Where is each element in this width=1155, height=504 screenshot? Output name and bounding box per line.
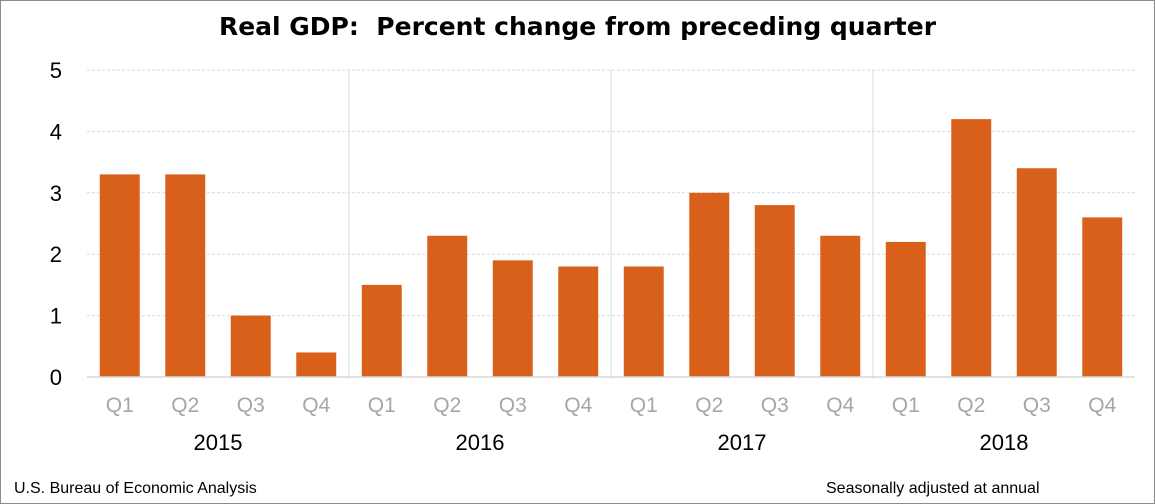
bar <box>165 174 206 377</box>
category-tick-label: Q4 <box>826 394 854 417</box>
bar <box>754 205 795 377</box>
y-tick-label: 1 <box>50 304 62 329</box>
source-note: U.S. Bureau of Economic Analysis <box>14 480 257 497</box>
year-group-label: 2015 <box>194 430 243 455</box>
y-tick-label: 2 <box>50 242 62 267</box>
category-tick-label: Q2 <box>957 394 985 417</box>
category-tick-label: Q2 <box>171 394 199 417</box>
category-tick-label: Q3 <box>761 394 789 417</box>
category-tick-label: Q1 <box>630 394 658 417</box>
category-tick-label: Q2 <box>695 394 723 417</box>
category-tick-label: Q3 <box>237 394 265 417</box>
bar <box>623 266 664 377</box>
bar <box>558 266 599 377</box>
bar <box>951 119 992 378</box>
y-tick-label: 3 <box>50 181 62 206</box>
adjustment-note: Seasonally adjusted at annual <box>826 480 1040 497</box>
year-group-label: 2017 <box>718 430 767 455</box>
bar <box>361 284 402 377</box>
category-tick-label: Q1 <box>106 394 134 417</box>
year-group-label: 2018 <box>980 430 1029 455</box>
y-tick-label: 0 <box>50 365 62 390</box>
bar <box>1082 217 1123 377</box>
y-tick-label: 4 <box>50 119 62 144</box>
category-tick-label: Q4 <box>1088 394 1116 417</box>
bar <box>230 315 271 377</box>
bar <box>296 352 337 377</box>
bar <box>1016 168 1057 377</box>
year-group-label: 2016 <box>456 430 505 455</box>
bar <box>689 192 730 377</box>
bar <box>427 235 468 377</box>
category-tick-label: Q2 <box>433 394 461 417</box>
category-tick-label: Q3 <box>1023 394 1051 417</box>
category-tick-label: Q1 <box>892 394 920 417</box>
bar <box>885 241 926 377</box>
bar <box>820 235 861 377</box>
category-tick-label: Q4 <box>302 394 330 417</box>
chart-title: Real GDP: Percent change from preceding … <box>218 12 937 41</box>
bar <box>492 260 533 377</box>
category-tick-label: Q4 <box>564 394 592 417</box>
y-tick-label: 5 <box>50 58 62 83</box>
category-tick-label: Q3 <box>499 394 527 417</box>
category-tick-label: Q1 <box>368 394 396 417</box>
bar <box>99 174 140 377</box>
